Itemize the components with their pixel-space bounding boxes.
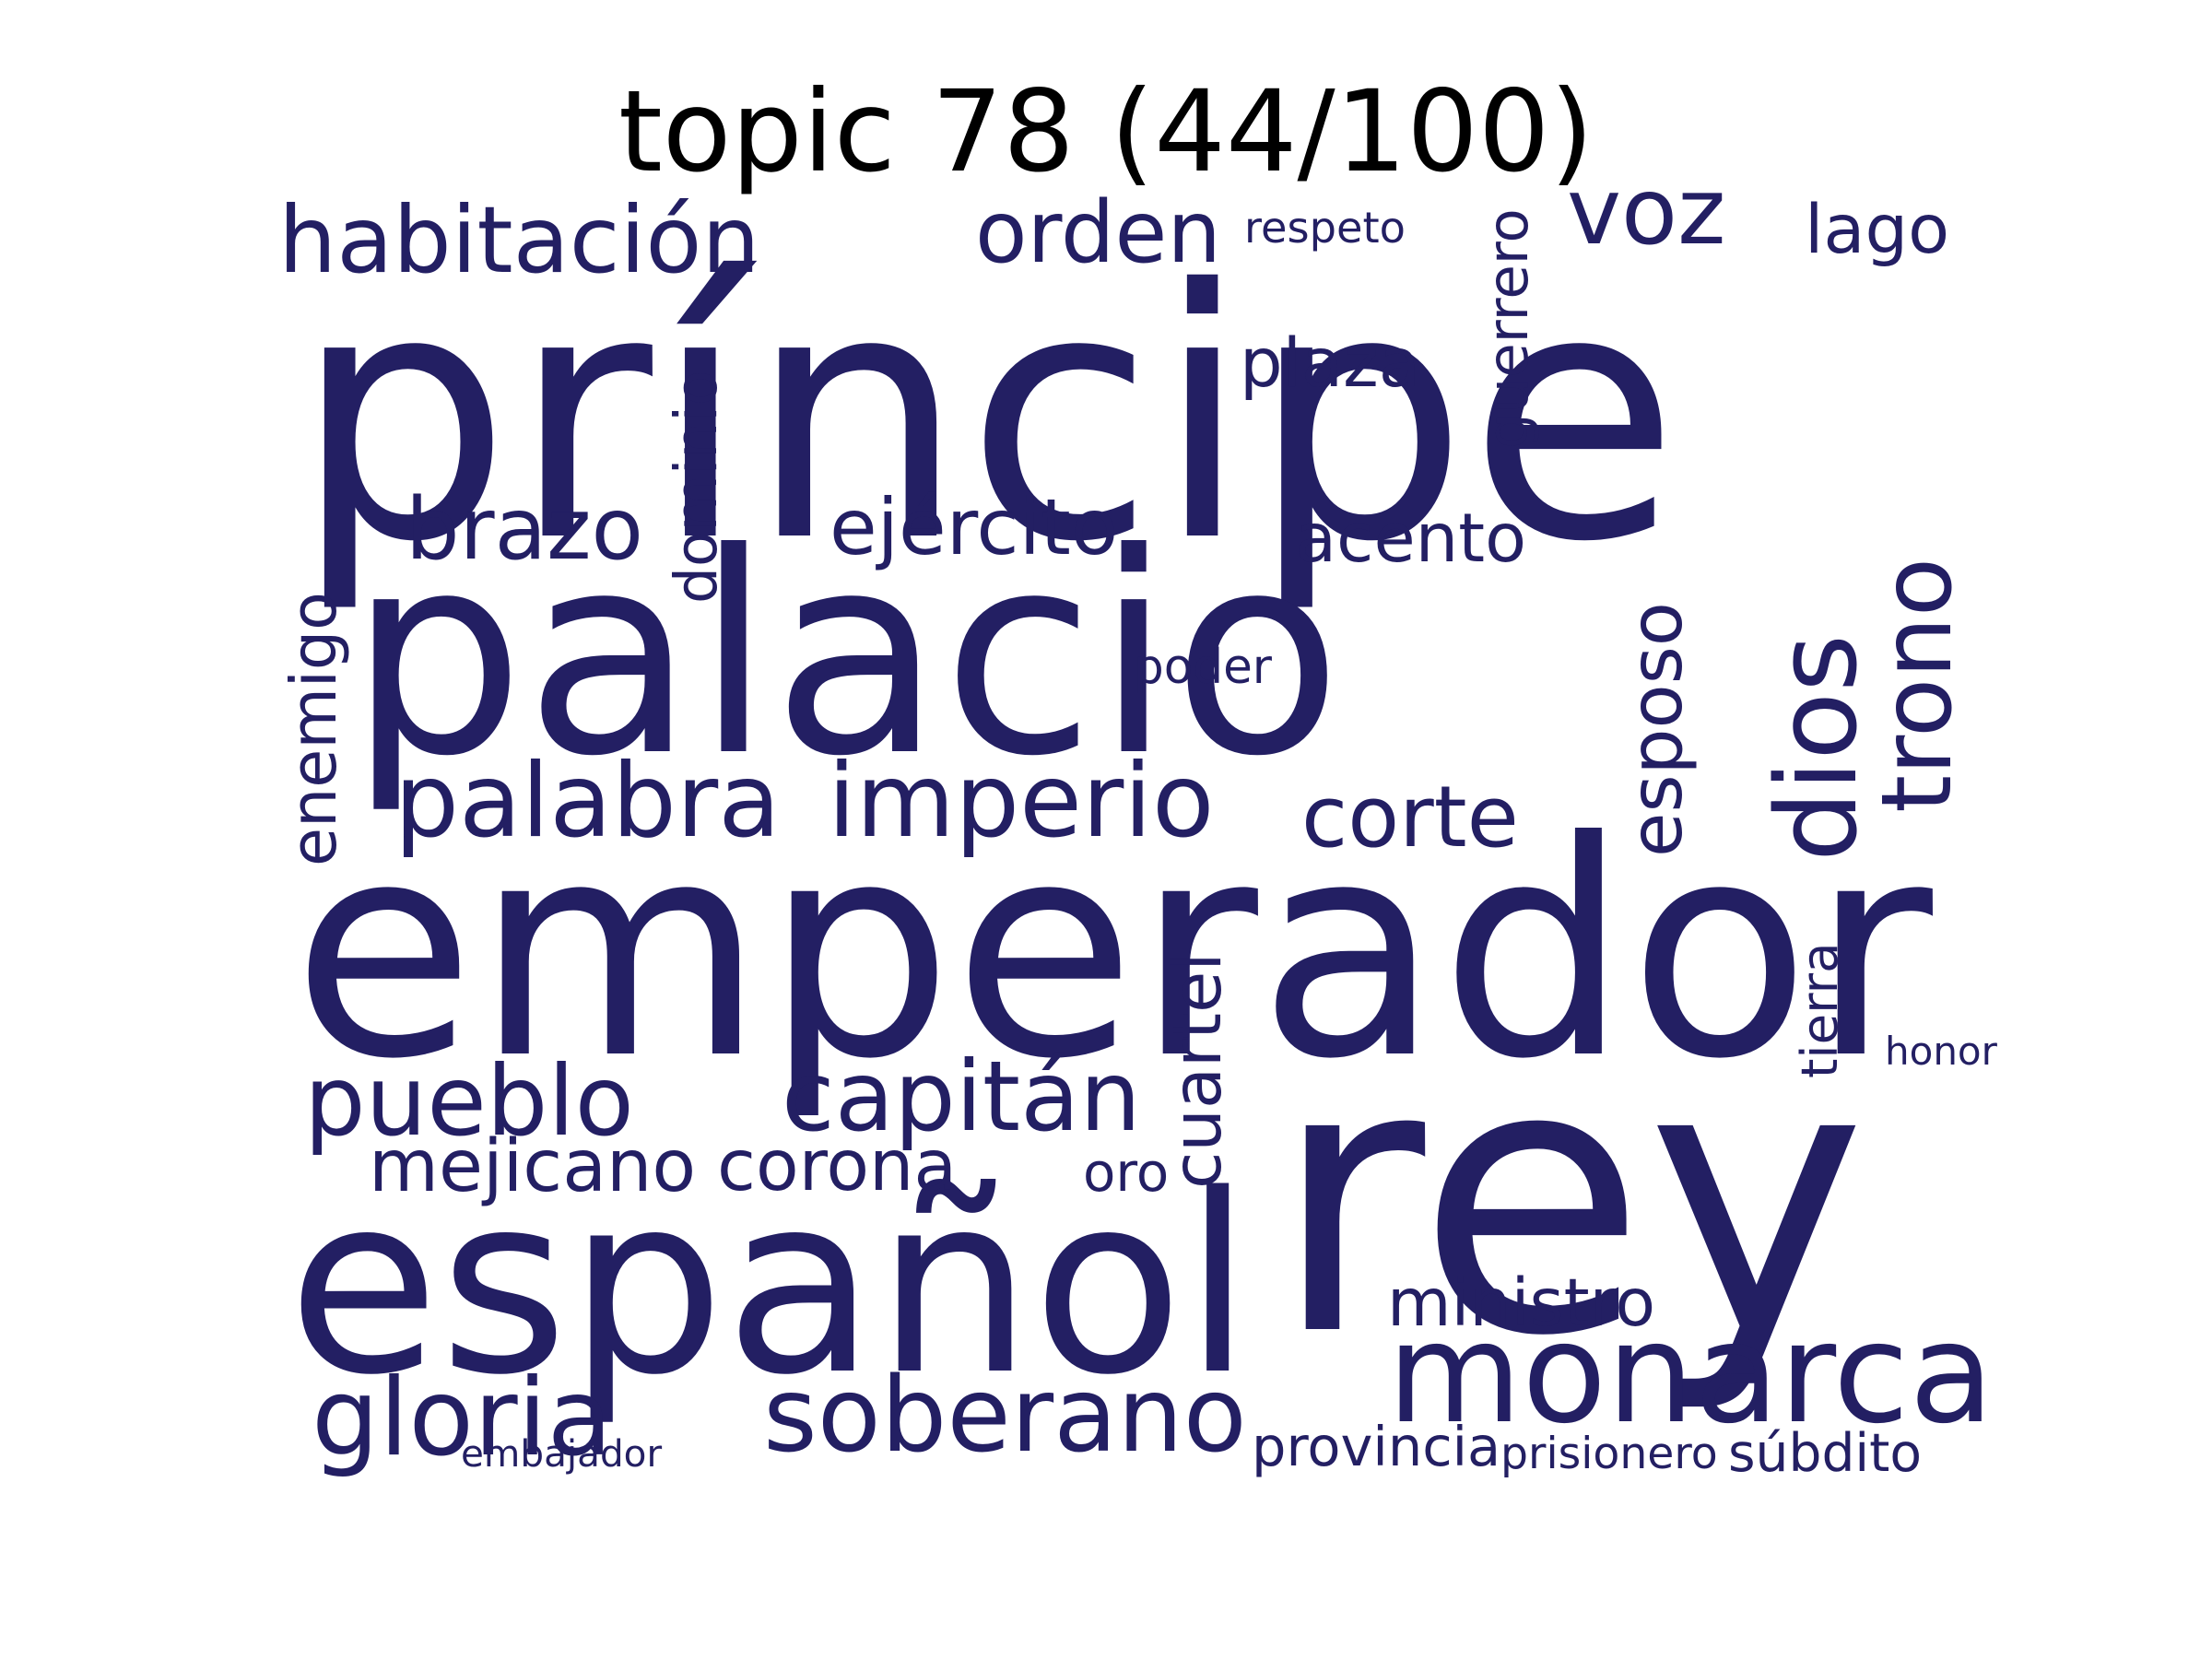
word-29: capitán [782, 1040, 1141, 1153]
chart-title: topic 78 (44/100) [618, 66, 1594, 197]
word-37: provincia [1252, 1414, 1501, 1478]
word-34: gloria [312, 1357, 613, 1481]
word-2: emperador [292, 779, 1933, 1125]
word-10: respeto [1244, 203, 1406, 253]
word-8: voz [1567, 157, 1726, 265]
word-38: prisionero [1500, 1428, 1718, 1479]
word-23: imperio [828, 743, 1215, 862]
word-18: dios [1753, 633, 1883, 862]
word-6: habitación [278, 185, 760, 294]
word-28: pueblo [304, 1044, 634, 1158]
word-4: español [288, 1141, 1253, 1430]
word-21: poder [1134, 640, 1273, 696]
word-13: dominio [662, 370, 730, 604]
word-14: brazo [406, 478, 644, 579]
word-20: enemigo [278, 592, 352, 866]
word-32: oro [1083, 1140, 1170, 1204]
word-17: esposo [1614, 601, 1700, 857]
word-9: lago [1805, 191, 1950, 270]
word-5: monarca [1387, 1294, 1994, 1455]
word-35: soberano [763, 1353, 1247, 1476]
word-30: mejicano [369, 1124, 697, 1208]
word-3: rey [1272, 984, 1867, 1418]
word-39: súbdito [1728, 1422, 1923, 1484]
word-12: plaza [1240, 324, 1420, 404]
word-11: guerrero [1475, 208, 1541, 449]
word-0: príncipe [293, 217, 1680, 618]
word-15: ejército [830, 482, 1119, 572]
word-33: ministro [1387, 1265, 1656, 1342]
word-25: cuartel [1159, 952, 1238, 1189]
word-26: tierra [1789, 942, 1849, 1078]
word-36: embajador [461, 1431, 663, 1477]
word-16: acento [1295, 500, 1527, 579]
word-24: corte [1301, 767, 1519, 866]
word-22: palabra [394, 743, 781, 862]
word-31: corona [717, 1124, 958, 1207]
word-7: orden [975, 182, 1221, 282]
word-19: trono [1860, 557, 1973, 813]
word-1: palacio [348, 493, 1343, 818]
word-27: honor [1885, 1028, 1997, 1074]
